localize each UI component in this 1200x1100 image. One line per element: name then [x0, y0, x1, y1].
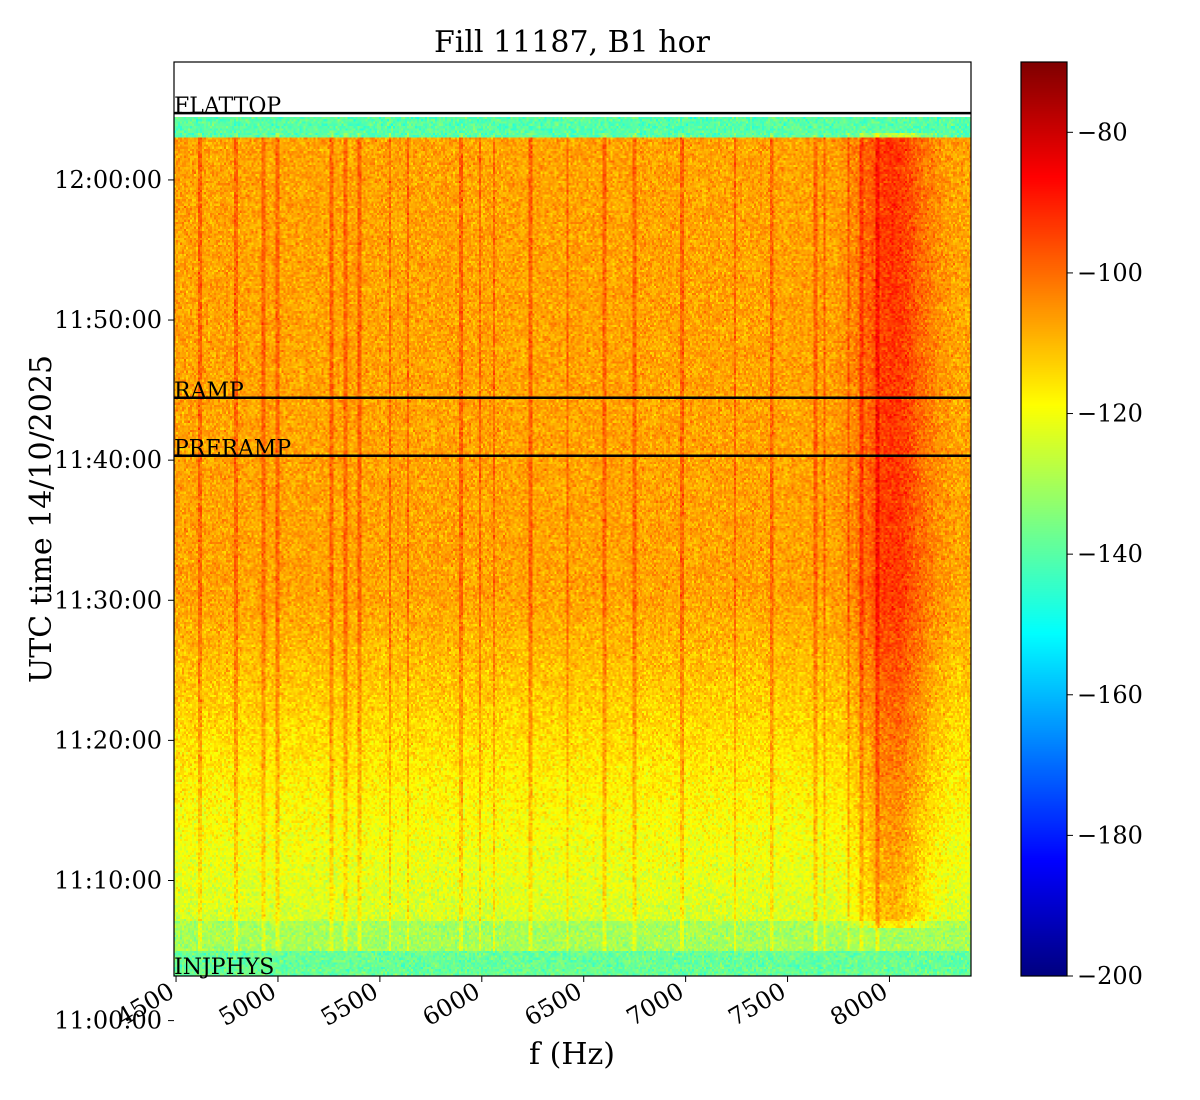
- x-tick-label: 7000: [622, 977, 689, 1032]
- x-tick-label: 5000: [214, 977, 281, 1032]
- colorbar-frame: [1020, 61, 1068, 977]
- phase-label: INJPHYS: [174, 955, 274, 980]
- chart-title: Fill 11187, B1 hor: [434, 25, 711, 60]
- x-tick-label: 6000: [418, 977, 485, 1032]
- colorbar-tick-label: −140: [1077, 540, 1143, 568]
- colorbar-tick-label: −160: [1077, 681, 1143, 709]
- y-tick-label: 11:30:00: [54, 586, 162, 614]
- spectrogram-heatmap: [174, 62, 971, 976]
- phase-label: FLATTOP: [174, 94, 281, 119]
- y-tick-label: 11:10:00: [54, 866, 162, 894]
- x-tick-label: 5500: [316, 977, 383, 1032]
- colorbar-tick-label: −200: [1077, 962, 1143, 990]
- colorbar-tick-label: −80: [1077, 118, 1128, 146]
- x-axis-label: f (Hz): [529, 1037, 615, 1072]
- y-tick-label: 11:20:00: [54, 726, 162, 754]
- y-tick-label: 12:00:00: [54, 166, 162, 194]
- x-tick-label: 8000: [826, 977, 893, 1032]
- y-axis-label: UTC time 14/10/2025: [24, 355, 59, 683]
- phase-label: PRERAMP: [174, 437, 291, 462]
- y-tick-label: 11:40:00: [54, 446, 162, 474]
- colorbar-tick-label: −120: [1077, 400, 1143, 428]
- colorbar-gradient: [1021, 62, 1067, 976]
- x-tick-label: 6500: [520, 977, 587, 1032]
- phase-label: RAMP: [174, 379, 244, 404]
- y-tick-label: 11:50:00: [54, 306, 162, 334]
- y-tick-label: 11:00:00: [54, 1007, 162, 1035]
- x-tick-label: 7500: [724, 977, 791, 1032]
- colorbar-tick-label: −100: [1077, 259, 1143, 287]
- colorbar-tick-label: −180: [1077, 821, 1143, 849]
- plot-frame: [173, 61, 972, 977]
